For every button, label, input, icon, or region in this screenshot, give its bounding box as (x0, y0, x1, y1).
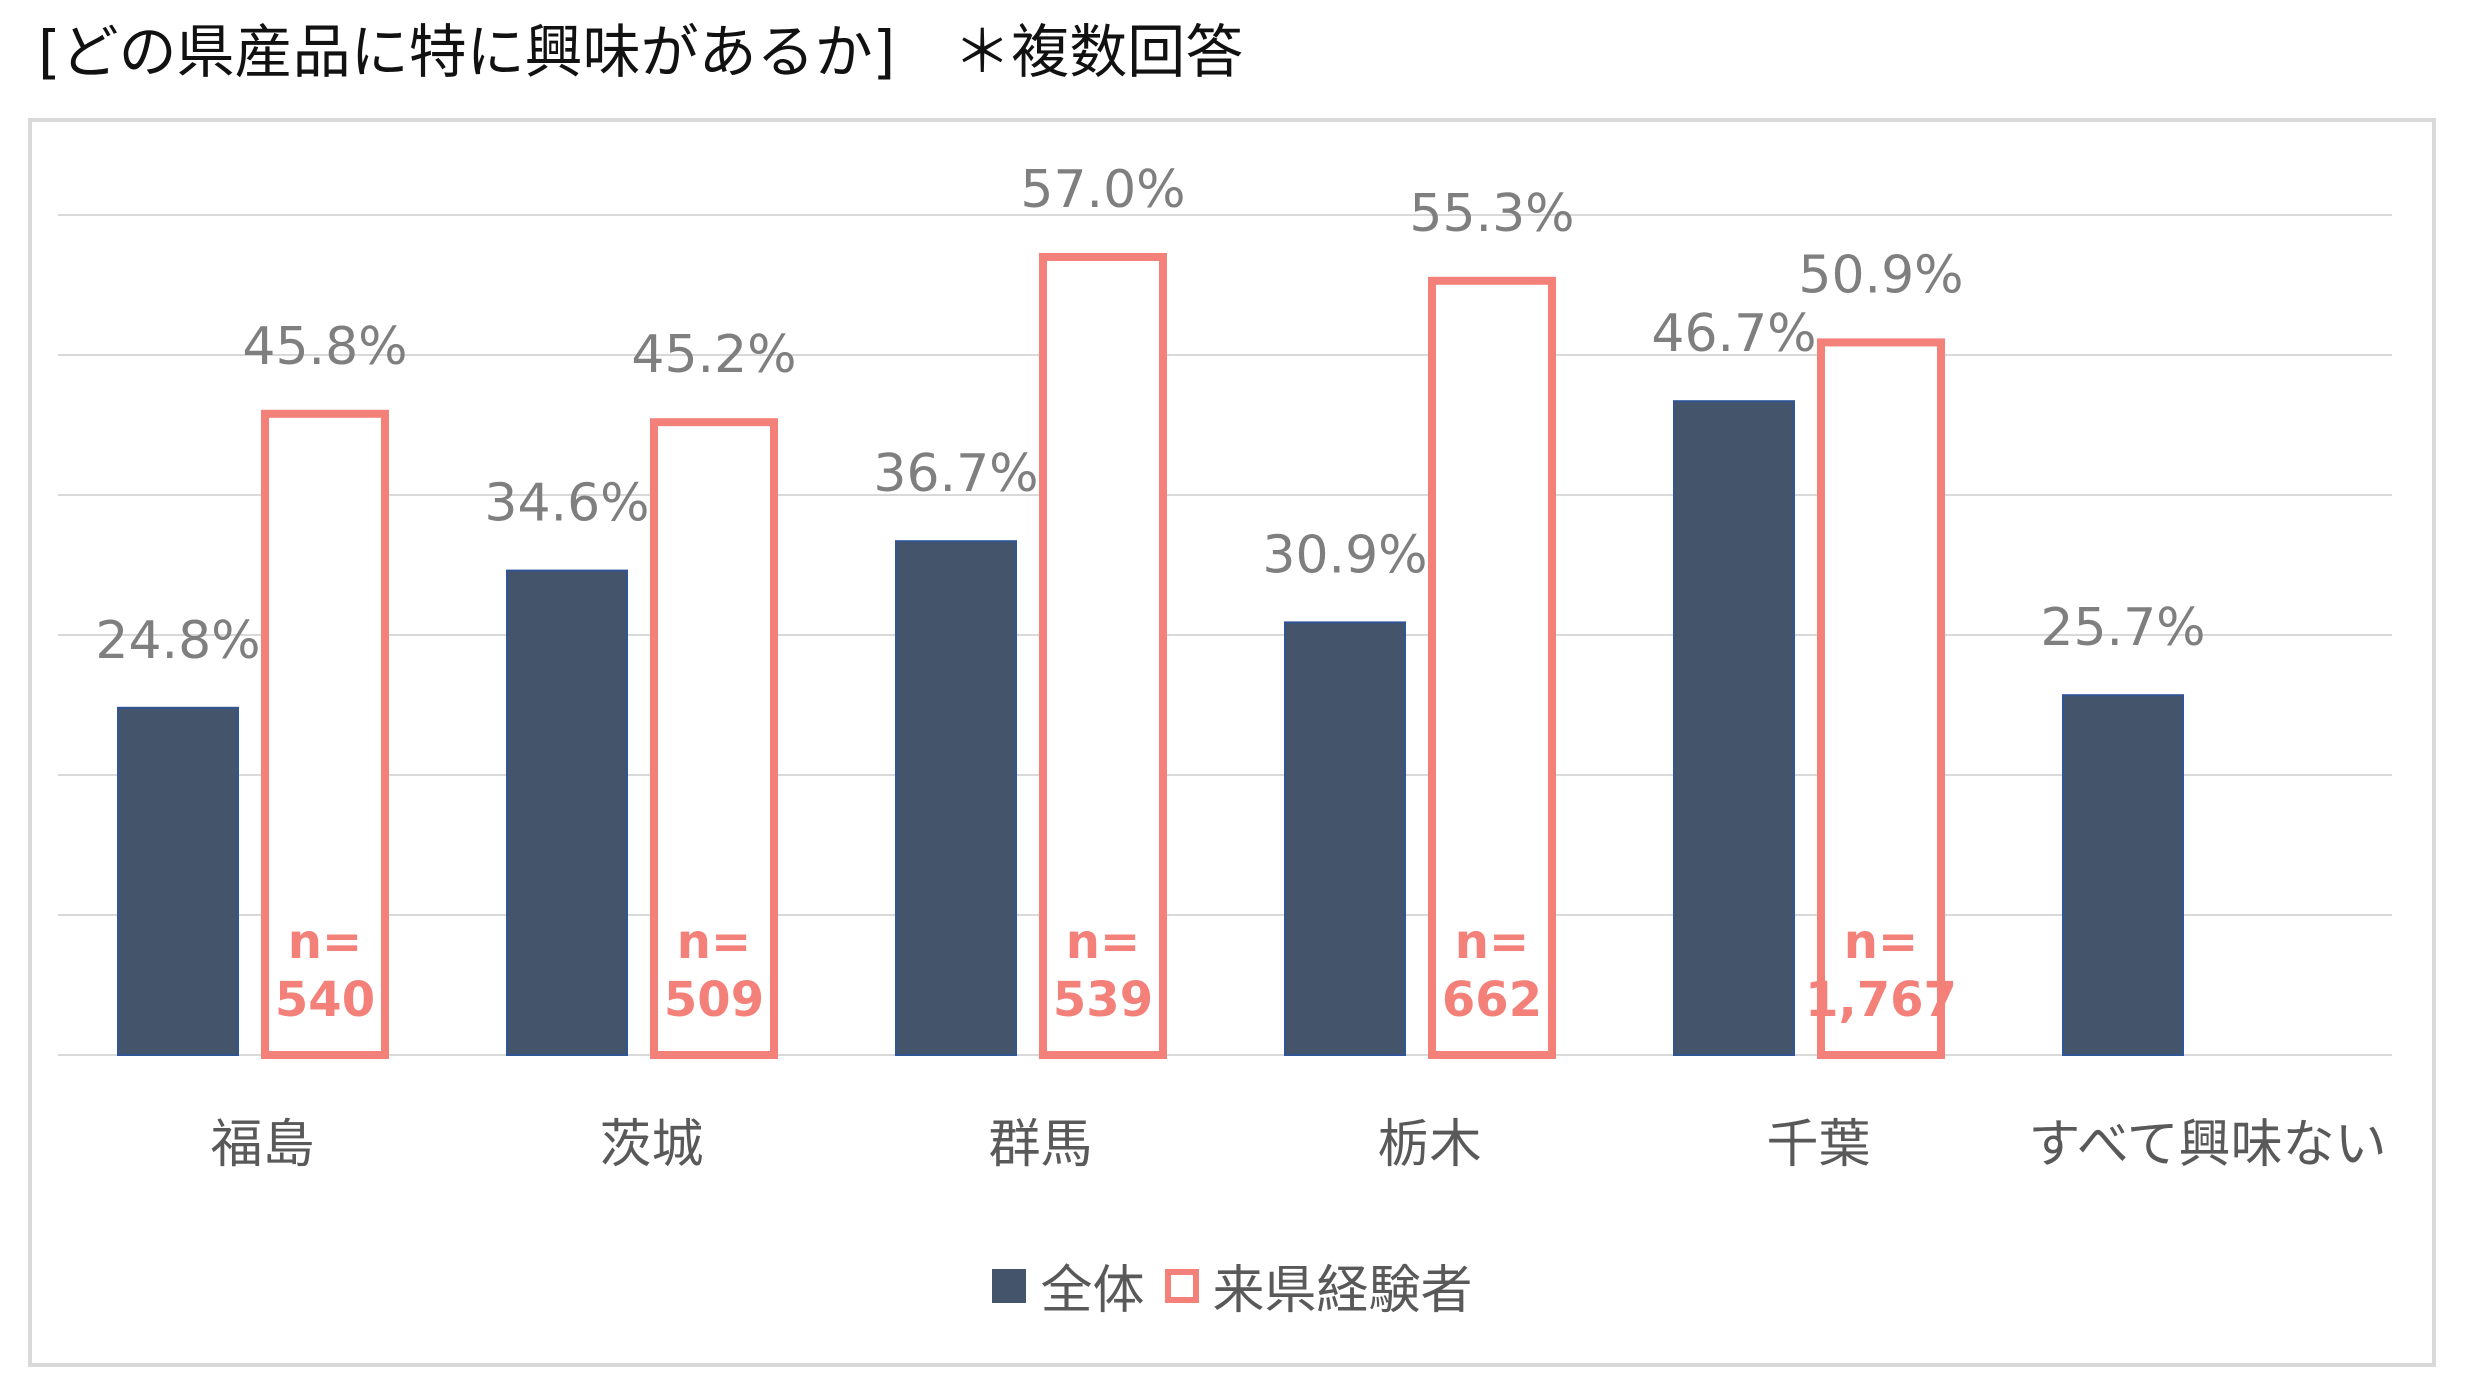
chart-frame (28, 118, 2436, 1367)
legend-swatch-overall (992, 1268, 1027, 1303)
value-label-visitors-4: 50.9% (1798, 245, 1963, 305)
value-label-visitors-2: 57.0% (1020, 160, 1185, 220)
n-prefix-4: n= (1844, 914, 1918, 970)
bar-overall-4 (1673, 400, 1795, 1056)
value-label-overall-1: 34.6% (484, 474, 649, 534)
n-value-3: 662 (1442, 972, 1542, 1028)
value-label-overall-5: 25.7% (2040, 598, 2205, 658)
bar-visitors-2 (1039, 253, 1167, 1059)
n-prefix-1: n= (677, 914, 751, 970)
value-label-overall-2: 36.7% (873, 444, 1038, 504)
n-value-0: 540 (275, 972, 375, 1028)
category-label-4: 千葉 (1766, 1115, 1870, 1175)
n-value-4: 1,767 (1805, 972, 1957, 1028)
category-label-0: 福島 (210, 1115, 314, 1175)
bar-overall-3 (1284, 621, 1406, 1057)
value-label-overall-3: 30.9% (1262, 525, 1427, 585)
n-value-2: 539 (1053, 972, 1153, 1028)
bar-visitors-3 (1428, 276, 1556, 1059)
legend-label-overall: 全体 (1040, 1261, 1145, 1321)
bars (117, 253, 2184, 1059)
n-prefix-2: n= (1066, 914, 1140, 970)
legend-item-visitors: 来県経験者 (1164, 1248, 1473, 1323)
value-label-overall-4: 46.7% (1651, 304, 1816, 364)
value-labels: 24.8%45.8%n=54034.6%45.2%n=50936.7%57.0%… (95, 160, 2205, 1028)
bar-overall-0 (117, 706, 239, 1056)
bar-overall-5 (2062, 694, 2184, 1056)
n-prefix-0: n= (288, 914, 362, 970)
category-labels: 福島 茨城 群馬 栃木 千葉 すべて興味ない (210, 1115, 2386, 1175)
category-label-1: 茨城 (599, 1115, 703, 1175)
bar-overall-2 (895, 540, 1017, 1056)
legend-label-visitors: 来県経験者 (1212, 1261, 1473, 1321)
n-prefix-3: n= (1455, 914, 1529, 970)
value-label-visitors-1: 45.2% (631, 325, 796, 385)
gridlines (58, 214, 2392, 1056)
category-label-3: 栃木 (1377, 1115, 1481, 1175)
value-label-visitors-0: 45.8% (242, 317, 407, 377)
legend-swatch-visitors (1164, 1268, 1199, 1303)
chart-title: [どの県産品に特に興味があるか] ＊複数回答 (38, 18, 1244, 86)
value-label-visitors-3: 55.3% (1409, 184, 1574, 244)
category-label-2: 群馬 (988, 1115, 1092, 1175)
bar-visitors-4 (1817, 338, 1945, 1059)
n-value-1: 509 (664, 972, 764, 1028)
bar-overall-1 (506, 569, 628, 1056)
bar-visitors-1 (650, 418, 778, 1059)
legend: 全体 来県経験者 (0, 1248, 2465, 1323)
value-label-overall-0: 24.8% (95, 611, 260, 671)
bar-visitors-0 (261, 409, 389, 1059)
category-label-5: すべて興味ない (2028, 1115, 2386, 1175)
legend-item-overall: 全体 (992, 1248, 1145, 1323)
